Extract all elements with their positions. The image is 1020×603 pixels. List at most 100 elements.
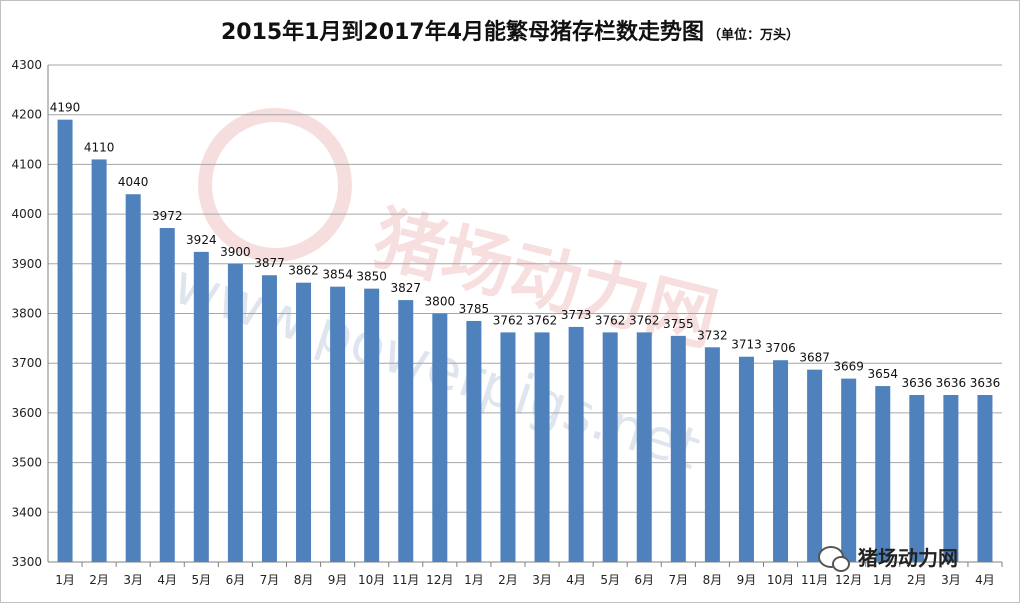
bar — [738, 356, 754, 562]
x-tick-label: 9月 — [737, 573, 757, 587]
y-tick-label: 3700 — [11, 356, 42, 370]
bar — [773, 360, 789, 562]
bar — [568, 326, 584, 562]
x-tick-label: 2月 — [907, 573, 927, 587]
x-tick-label: 6月 — [634, 573, 654, 587]
data-label: 3687 — [799, 351, 830, 365]
data-label: 3862 — [288, 264, 319, 278]
bar — [261, 275, 277, 562]
bar — [602, 332, 618, 562]
y-tick-label: 3800 — [11, 307, 42, 321]
x-tick-label: 7月 — [260, 573, 280, 587]
x-tick-label: 8月 — [703, 573, 723, 587]
data-label: 3654 — [867, 367, 898, 381]
brand-label: 猪场动力网 — [858, 546, 958, 570]
data-label: 3636 — [902, 376, 933, 390]
title-unit: （单位：万头） — [708, 28, 800, 43]
data-label: 3636 — [970, 376, 1001, 390]
bar — [227, 263, 243, 562]
x-axis: 1月 2月 3月 4月 5月 6月 7月 8月 9月 10月 11月 12月 1月 2月 3月 4月 5月 6月 7… — [48, 561, 1003, 587]
y-tick-label: 4000 — [11, 207, 42, 221]
bar — [977, 395, 993, 562]
data-label: 3669 — [833, 360, 864, 374]
bar — [296, 282, 312, 562]
x-tick-label: 4月 — [566, 573, 586, 587]
x-tick-label: 8月 — [294, 573, 314, 587]
x-tick-label: 11月 — [801, 573, 828, 587]
x-tick-label: 4月 — [157, 573, 177, 587]
bar — [704, 347, 720, 562]
bar — [91, 159, 107, 562]
data-label: 4190 — [50, 101, 81, 115]
x-tick-label: 9月 — [328, 573, 348, 587]
data-label: 3732 — [697, 328, 728, 342]
data-label: 3972 — [152, 209, 183, 223]
x-tick-label: 11月 — [392, 573, 419, 587]
bar — [466, 320, 482, 562]
data-label: 3713 — [731, 338, 762, 352]
bar — [909, 395, 925, 562]
data-label: 3785 — [459, 302, 490, 316]
y-tick-label: 4300 — [11, 58, 42, 72]
chart-title: 2015年1月到2017年4月能繁母猪存栏数走势图 （单位：万头） — [0, 14, 1020, 46]
x-tick-label: 2月 — [89, 573, 109, 587]
bar — [534, 332, 550, 562]
x-tick-label: 1月 — [55, 573, 75, 587]
x-tick-label: 6月 — [226, 573, 246, 587]
bar — [807, 369, 823, 562]
bar — [159, 228, 175, 563]
bar — [432, 313, 448, 562]
bar — [636, 332, 652, 562]
data-label: 4040 — [118, 175, 149, 189]
data-label: 3706 — [765, 341, 796, 355]
x-tick-label: 1月 — [464, 573, 484, 587]
x-tick-label: 1月 — [873, 573, 893, 587]
bar — [670, 335, 686, 562]
data-label: 3827 — [390, 281, 421, 295]
y-axis: 3300 3400 3500 3600 3700 3800 3900 4000 4100 4200… — [11, 58, 49, 569]
data-label: 3762 — [527, 313, 558, 327]
data-label: 3762 — [493, 313, 524, 327]
x-tick-label: 4月 — [975, 573, 995, 587]
data-label: 3800 — [425, 295, 456, 309]
y-tick-label: 3300 — [11, 555, 42, 569]
x-tick-label: 3月 — [532, 573, 552, 587]
data-label: 3773 — [561, 308, 592, 322]
x-tick-label: 5月 — [192, 573, 212, 587]
x-tick-label: 2月 — [498, 573, 518, 587]
x-tick-label: 3月 — [123, 573, 143, 587]
y-tick-label: 3600 — [11, 406, 42, 420]
y-tick-label: 4200 — [11, 108, 42, 122]
bar — [398, 300, 414, 562]
bar — [943, 395, 959, 562]
wechat-icon — [818, 545, 850, 572]
bar — [57, 119, 73, 563]
data-label: 3755 — [663, 317, 694, 331]
gridlines — [48, 64, 1002, 563]
x-tick-label: 12月 — [835, 573, 862, 587]
data-label: 3924 — [186, 233, 217, 247]
bar — [193, 251, 209, 562]
x-tick-label: 12月 — [426, 573, 453, 587]
bar — [500, 332, 516, 562]
bar — [875, 386, 891, 562]
y-tick-label: 3900 — [11, 257, 42, 271]
data-label: 3877 — [254, 256, 285, 270]
brand-badge: 猪场动力网 — [818, 542, 958, 572]
data-label: 3900 — [220, 245, 251, 259]
bar — [364, 288, 380, 562]
x-tick-label: 10月 — [358, 573, 385, 587]
data-label: 3762 — [595, 313, 626, 327]
x-tick-label: 7月 — [669, 573, 689, 587]
x-tick-label: 3月 — [941, 573, 961, 587]
bars — [57, 119, 993, 563]
data-label: 4110 — [84, 140, 115, 154]
data-label: 3854 — [322, 268, 353, 282]
y-tick-label: 4100 — [11, 157, 42, 171]
data-label: 3636 — [936, 376, 967, 390]
y-tick-label: 3400 — [11, 505, 42, 519]
x-tick-label: 5月 — [600, 573, 620, 587]
bar — [125, 194, 141, 562]
